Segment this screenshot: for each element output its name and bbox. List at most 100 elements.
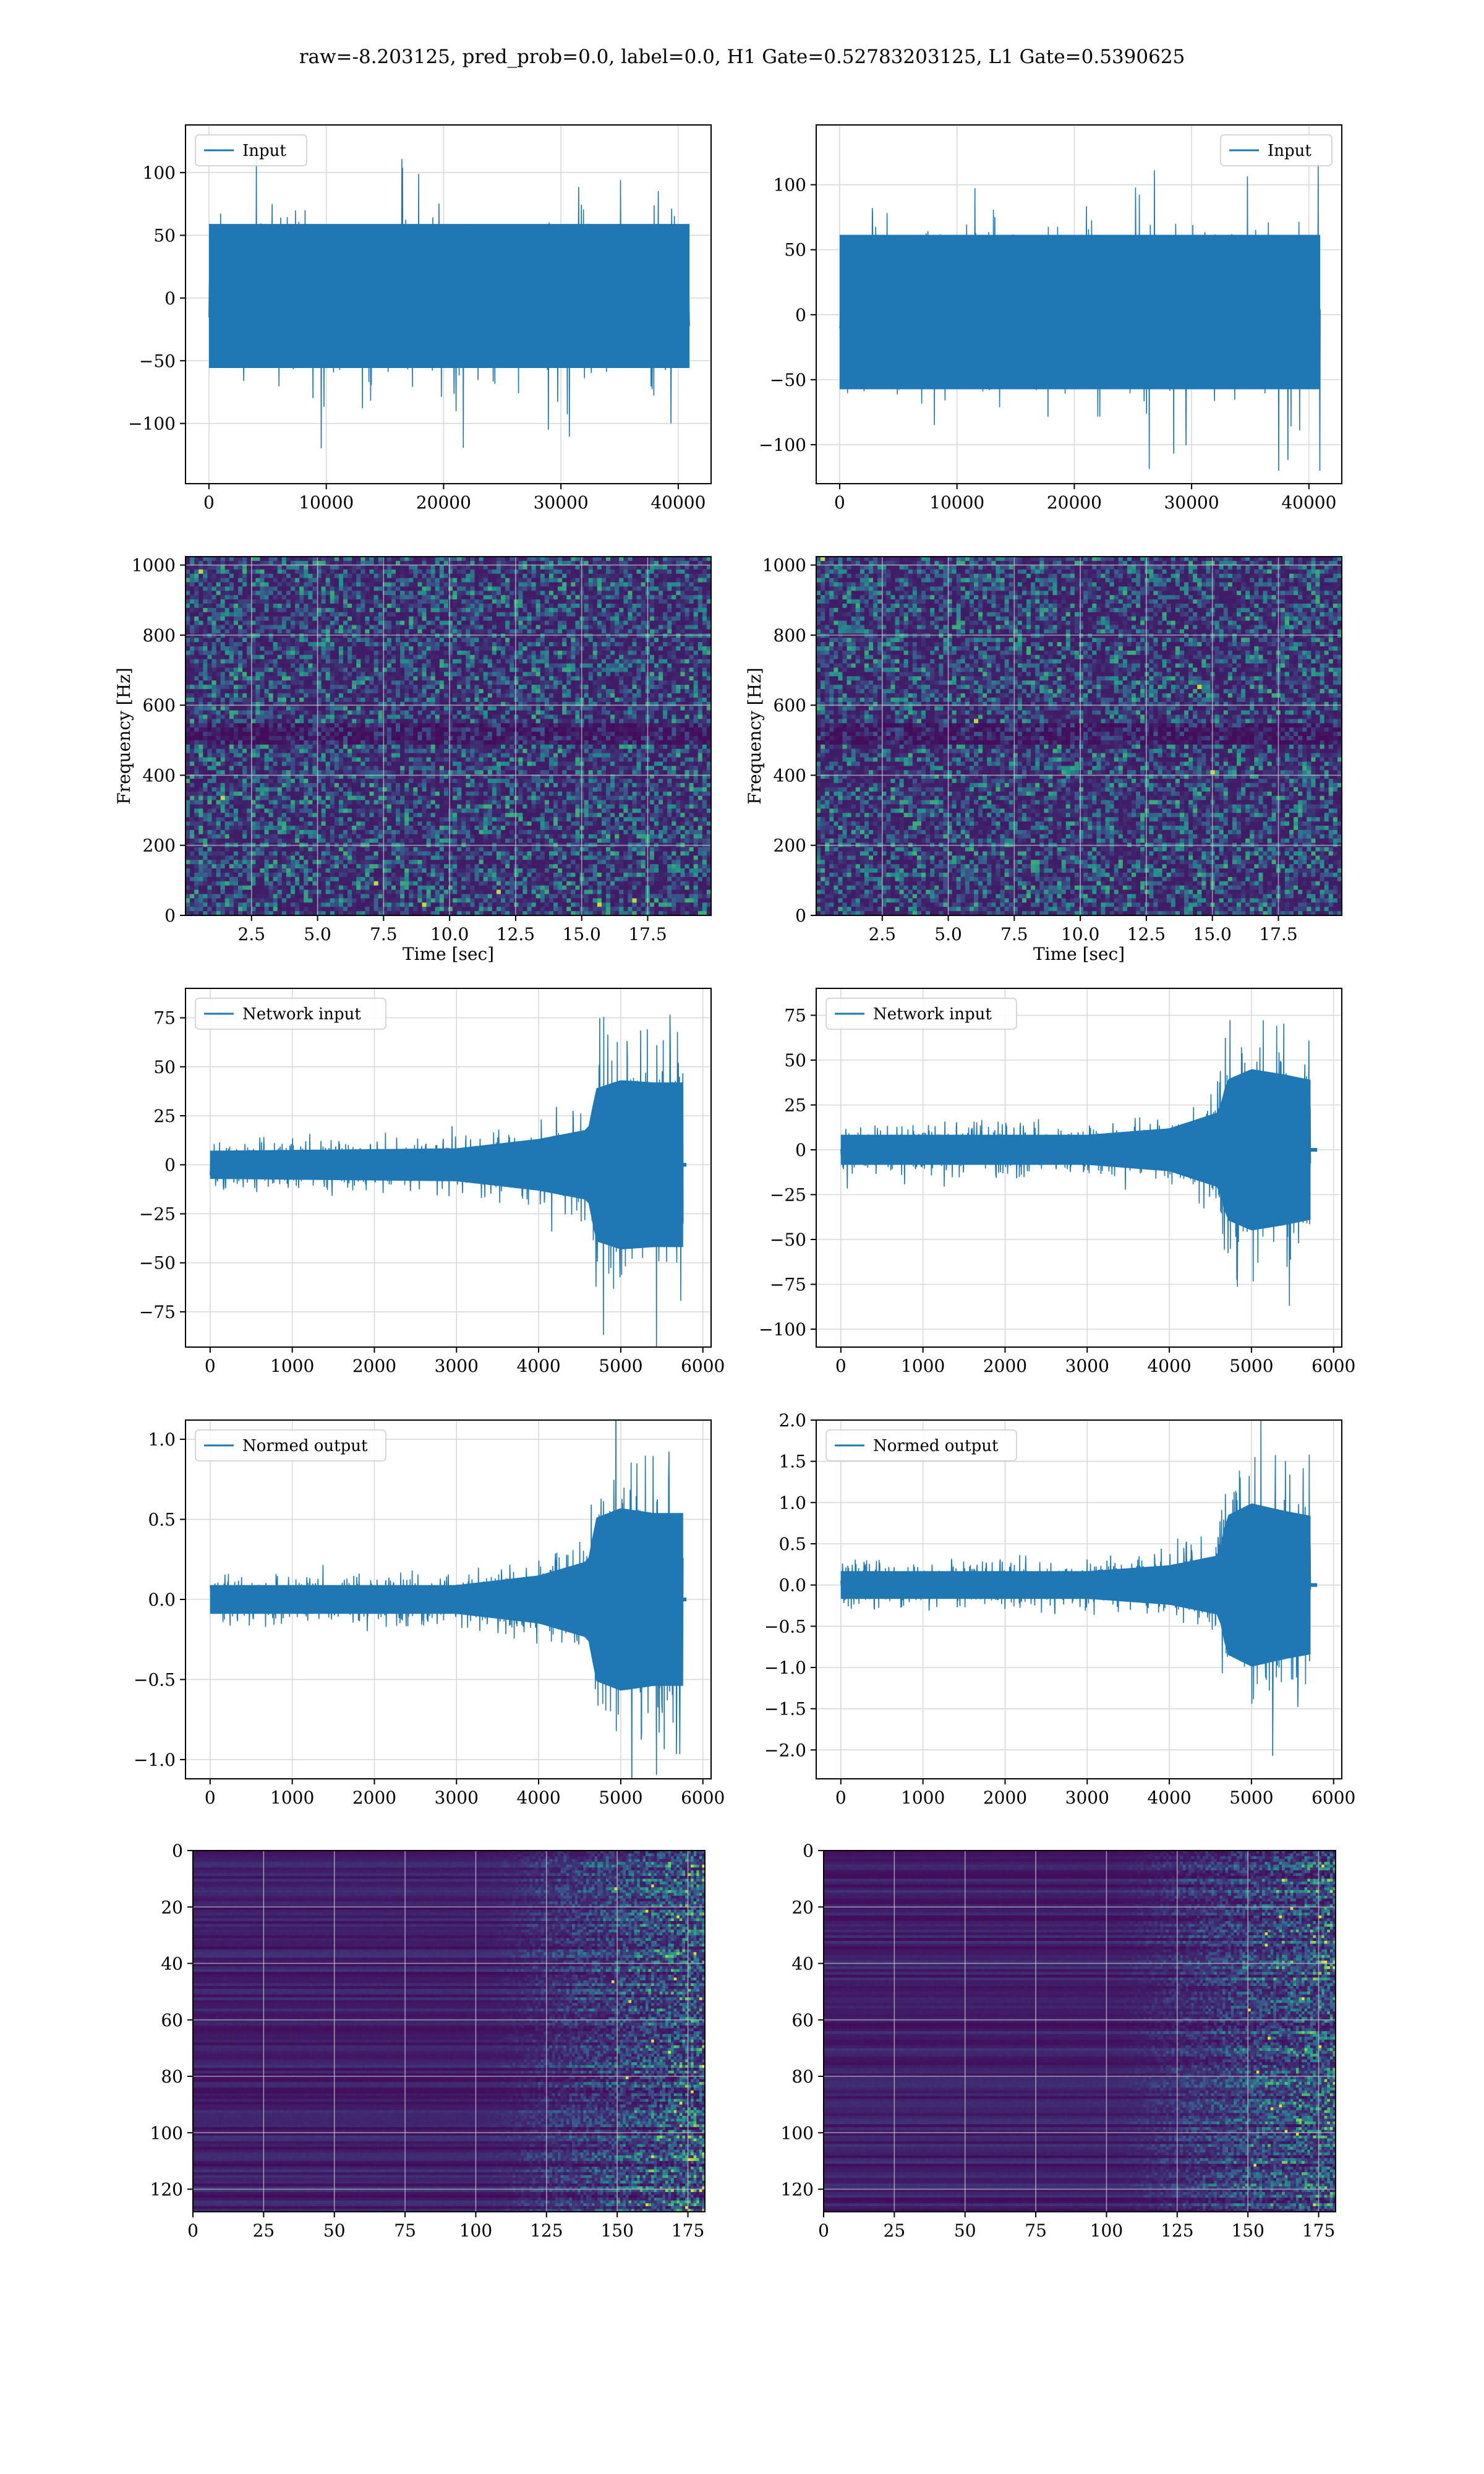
heat-cell <box>255 761 260 766</box>
heat-cell <box>391 574 396 579</box>
heat-cell <box>391 557 396 562</box>
heat-cell <box>229 873 234 878</box>
heat-cell <box>198 685 203 690</box>
heat-cell <box>413 612 418 617</box>
heat-cell <box>186 796 190 801</box>
heat-cell <box>326 664 331 669</box>
heat-cell <box>238 693 243 698</box>
heat-cell <box>378 766 383 771</box>
heat-cell <box>186 680 190 685</box>
heat-cell <box>286 625 291 630</box>
heat-cell <box>374 685 379 690</box>
heat-cell <box>190 565 195 570</box>
heat-cell <box>339 586 344 591</box>
heat-cell <box>282 672 287 677</box>
heat-cell <box>225 740 230 745</box>
heat-cell <box>304 761 309 766</box>
heat-cell <box>229 591 234 596</box>
heat-cell <box>238 855 243 860</box>
heat-cell <box>378 800 383 805</box>
heat-cell <box>396 608 401 613</box>
heat-cell <box>391 599 396 604</box>
heat-cell <box>260 761 265 766</box>
heat-cell <box>440 685 445 690</box>
heat-cell <box>278 680 283 685</box>
heat-cell <box>396 711 401 716</box>
heat-cell <box>234 890 239 895</box>
heat-cell <box>427 761 432 766</box>
heat-cell <box>422 800 427 805</box>
heat-cell <box>422 877 427 882</box>
heat-cell <box>238 877 243 882</box>
heat-cell <box>312 591 317 596</box>
heat-cell <box>326 676 331 681</box>
heat-cell <box>207 655 212 660</box>
heat-cell <box>348 881 352 886</box>
heat-cell <box>356 792 361 797</box>
heat-cell <box>207 804 212 809</box>
heat-cell <box>378 676 383 681</box>
heat-cell <box>255 621 260 626</box>
heat-cell <box>335 890 339 895</box>
heat-cell <box>212 792 217 797</box>
heat-cell <box>190 638 195 643</box>
heat-cell <box>348 868 352 873</box>
heat-cell <box>304 753 309 758</box>
heat-cell <box>422 702 427 707</box>
heat-cell <box>242 749 247 754</box>
heat-cell <box>273 886 278 891</box>
heat-cell <box>221 779 226 784</box>
heat-cell <box>348 578 352 583</box>
heat-cell <box>304 719 309 724</box>
heat-cell <box>339 787 344 792</box>
heat-cell <box>326 770 331 775</box>
heat-cell <box>348 873 352 878</box>
heat-cell <box>356 821 361 826</box>
heat-cell <box>247 685 252 690</box>
heat-cell <box>273 779 278 784</box>
heat-cell <box>190 736 195 741</box>
heat-cell <box>203 766 208 771</box>
heat-cell <box>255 685 260 690</box>
heat-cell <box>308 638 313 643</box>
heat-cell <box>278 907 283 912</box>
heat-cell <box>365 898 370 903</box>
heat-cell <box>391 723 396 728</box>
heat-cell <box>216 817 221 822</box>
heat-cell <box>431 608 436 613</box>
heat-cell <box>356 783 361 788</box>
heat-cell <box>339 727 344 732</box>
heat-cell <box>247 599 252 604</box>
heat-cell <box>207 886 212 891</box>
heat-cell <box>339 578 344 583</box>
heat-cell <box>247 629 252 634</box>
heat-cell <box>360 770 365 775</box>
heat-cell <box>343 625 348 630</box>
heat-cell <box>370 808 375 813</box>
legend-label: Input <box>242 142 286 160</box>
heat-cell <box>308 612 313 617</box>
heat-cell <box>356 813 361 818</box>
heat-cell <box>186 839 190 844</box>
heat-cell <box>435 894 440 899</box>
heat-cell <box>343 617 348 622</box>
heat-cell <box>286 621 291 626</box>
heat-cell <box>409 855 414 860</box>
heat-cell <box>343 902 348 907</box>
heat-cell <box>343 582 348 587</box>
heat-cell <box>352 740 357 745</box>
heat-cell <box>242 736 247 741</box>
heat-cell <box>229 787 234 792</box>
heat-cell <box>404 625 409 630</box>
heat-cell <box>417 638 422 643</box>
heat-cell <box>194 813 199 818</box>
heat-cell <box>238 898 243 903</box>
heat-cell <box>431 792 436 797</box>
heat-cell <box>374 586 379 591</box>
heat-cell <box>378 621 383 626</box>
heat-cell <box>427 766 432 771</box>
heat-cell <box>391 633 396 638</box>
heat-cell <box>286 886 291 891</box>
heat-cell <box>374 902 379 907</box>
heat-cell <box>360 599 365 604</box>
